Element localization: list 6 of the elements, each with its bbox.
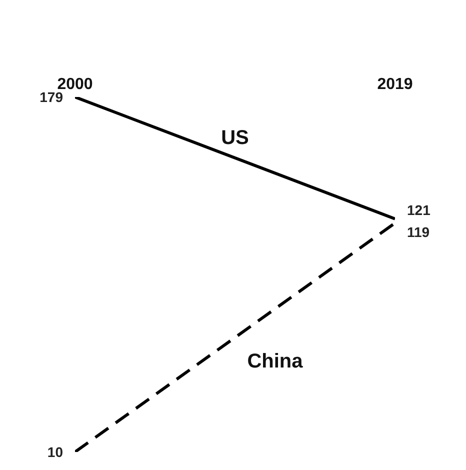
series-label: China	[247, 350, 304, 373]
data-label: 10	[47, 444, 64, 460]
x-tick-label: 2019	[377, 76, 413, 93]
data-label: 121	[407, 202, 431, 218]
series-label: US	[221, 126, 249, 149]
data-label: 119	[407, 224, 430, 240]
